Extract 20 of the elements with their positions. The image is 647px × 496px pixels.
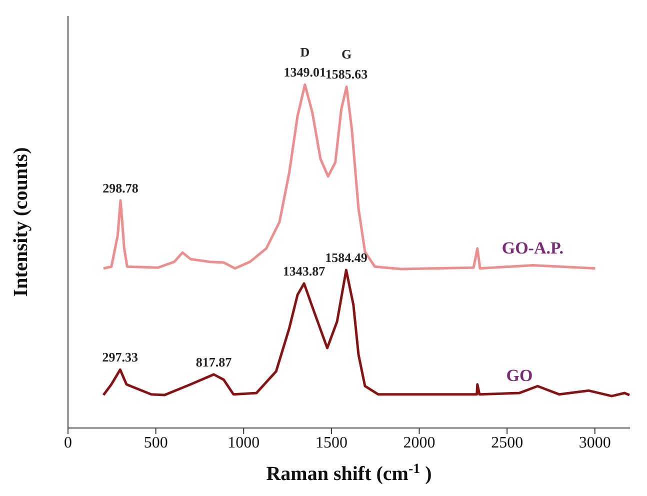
y-axis-title: Intensity (counts): [10, 147, 32, 297]
annotation: G: [341, 46, 352, 62]
x-tick-label: 1500: [315, 434, 348, 452]
series-label: GO-A.P.: [502, 238, 564, 258]
annotation: 817.87: [196, 354, 232, 370]
x-tick-label: 500: [144, 434, 168, 452]
annotation: 298.78: [102, 180, 139, 196]
annotation: 297.33: [102, 350, 139, 365]
x-tick-label: 0: [64, 434, 72, 452]
x-axis-title: Raman shift (cm$^{-1}$): [266, 462, 432, 485]
x-tick-label: 1000: [228, 434, 260, 452]
x-tick-label: 2000: [403, 434, 436, 452]
annotation: 1349.01: [284, 64, 326, 80]
x-tick-label: 3000: [578, 434, 611, 452]
x-tick-label: 2500: [491, 434, 524, 452]
annotation: 1585.63: [325, 66, 368, 82]
annotation: 1343.87: [282, 263, 326, 278]
annotation: D: [300, 44, 310, 60]
annotation: 1584.49: [325, 250, 368, 266]
series-label: GO: [506, 366, 533, 385]
